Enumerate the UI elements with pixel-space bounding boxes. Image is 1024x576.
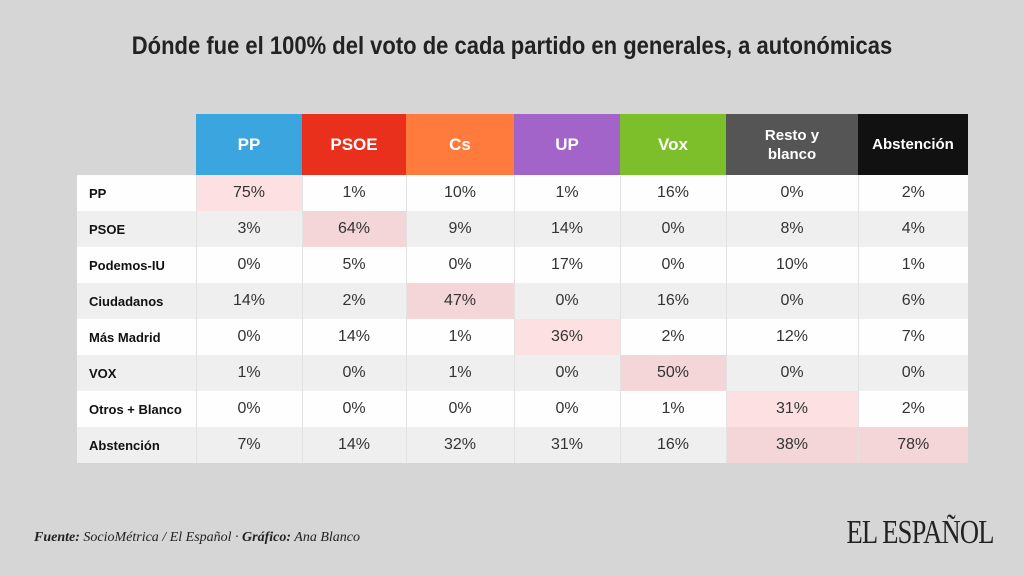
- table-cell: 1%: [619, 391, 726, 427]
- table-cell: 38%: [725, 427, 858, 463]
- el-espanol-logo: EL ESPAÑOL: [846, 514, 995, 551]
- table-cell: 31%: [725, 391, 858, 427]
- table-cell: 14%: [301, 427, 406, 463]
- table-row: Otros + Blanco 0% 0% 0% 0% 1% 31% 2%: [77, 391, 968, 427]
- table-cell: 10%: [405, 175, 514, 211]
- table-cell: 75%: [195, 175, 302, 211]
- table-cell: 0%: [513, 391, 620, 427]
- row-label: Más Madrid: [77, 319, 196, 355]
- table-cell: 0%: [195, 319, 302, 355]
- table-cell: 7%: [857, 319, 968, 355]
- credit-label: Gráfico:: [242, 530, 292, 545]
- table-cell: 14%: [513, 211, 620, 247]
- table-cell: 0%: [301, 391, 406, 427]
- source-note: Fuente: SocioMétrica / El Español · Gráf…: [34, 530, 360, 546]
- table-row: Ciudadanos 14% 2% 47% 0% 16% 0% 6%: [77, 283, 968, 319]
- column-header: PP: [196, 114, 302, 175]
- table-cell: 1%: [195, 355, 302, 391]
- row-label: Ciudadanos: [77, 283, 196, 319]
- table-cell: 8%: [725, 211, 858, 247]
- table-row: Abstención 7% 14% 32% 31% 16% 38% 78%: [77, 427, 968, 463]
- table-cell: 1%: [857, 247, 968, 283]
- header-row: PP PSOE Cs UP Vox Resto y blanco Abstención: [77, 114, 968, 175]
- table-cell: 5%: [301, 247, 406, 283]
- table-row: PSOE 3% 64% 9% 14% 0% 8% 4%: [77, 211, 968, 247]
- table-cell: 0%: [195, 391, 302, 427]
- table-cell: 32%: [405, 427, 514, 463]
- table-cell: 36%: [513, 319, 620, 355]
- table-cell: 6%: [857, 283, 968, 319]
- header-blank: [77, 114, 196, 175]
- column-header: UP: [514, 114, 620, 175]
- table-cell: 0%: [405, 247, 514, 283]
- table-cell: 2%: [301, 283, 406, 319]
- table-cell: 1%: [405, 319, 514, 355]
- table-cell: 17%: [513, 247, 620, 283]
- table-cell: 0%: [725, 175, 858, 211]
- table-cell: 0%: [513, 355, 620, 391]
- table-cell: 0%: [725, 283, 858, 319]
- column-header: Vox: [620, 114, 726, 175]
- table-cell: 0%: [405, 391, 514, 427]
- column-header: PSOE: [302, 114, 406, 175]
- table-row: PP 75% 1% 10% 1% 16% 0% 2%: [77, 175, 968, 211]
- table-row: VOX 1% 0% 1% 0% 50% 0% 0%: [77, 355, 968, 391]
- table-cell: 0%: [301, 355, 406, 391]
- table-cell: 0%: [619, 247, 726, 283]
- table-cell: 10%: [725, 247, 858, 283]
- table-cell: 50%: [619, 355, 726, 391]
- table-row: Podemos-IU 0% 5% 0% 17% 0% 10% 1%: [77, 247, 968, 283]
- table-cell: 31%: [513, 427, 620, 463]
- vote-transfer-table: PP PSOE Cs UP Vox Resto y blanco Abstención PP…: [77, 114, 968, 463]
- table-cell: 14%: [195, 283, 302, 319]
- row-label: PSOE: [77, 211, 196, 247]
- table-cell: 0%: [857, 355, 968, 391]
- table-cell: 7%: [195, 427, 302, 463]
- column-header: Resto y blanco: [726, 114, 858, 175]
- table-cell: 64%: [301, 211, 406, 247]
- source-label: Fuente:: [34, 530, 80, 545]
- table-cell: 2%: [857, 175, 968, 211]
- row-label: VOX: [77, 355, 196, 391]
- credit-text: Ana Blanco: [291, 530, 361, 545]
- table-cell: 0%: [725, 355, 858, 391]
- row-label: Abstención: [77, 427, 196, 463]
- table-cell: 1%: [513, 175, 620, 211]
- table-row: Más Madrid 0% 14% 1% 36% 2% 12% 7%: [77, 319, 968, 355]
- table-cell: 0%: [195, 247, 302, 283]
- table-cell: 0%: [619, 211, 726, 247]
- column-header: Abstención: [858, 114, 968, 175]
- column-header: Cs: [406, 114, 514, 175]
- table-cell: 2%: [619, 319, 726, 355]
- table-cell: 9%: [405, 211, 514, 247]
- chart-title: Dónde fue el 100% del voto de cada parti…: [131, 32, 893, 60]
- table-cell: 78%: [857, 427, 968, 463]
- table-cell: 14%: [301, 319, 406, 355]
- table-cell: 3%: [195, 211, 302, 247]
- table-cell: 0%: [513, 283, 620, 319]
- table-cell: 16%: [619, 175, 726, 211]
- row-label: Otros + Blanco: [77, 391, 196, 427]
- table-cell: 16%: [619, 427, 726, 463]
- source-text: SocioMétrica / El Español ·: [79, 530, 243, 545]
- table-cell: 1%: [405, 355, 514, 391]
- table-cell: 4%: [857, 211, 968, 247]
- row-label: PP: [77, 175, 196, 211]
- table-cell: 47%: [405, 283, 514, 319]
- row-label: Podemos-IU: [77, 247, 196, 283]
- table-cell: 12%: [725, 319, 858, 355]
- table-cell: 16%: [619, 283, 726, 319]
- table-cell: 2%: [857, 391, 968, 427]
- table-cell: 1%: [301, 175, 406, 211]
